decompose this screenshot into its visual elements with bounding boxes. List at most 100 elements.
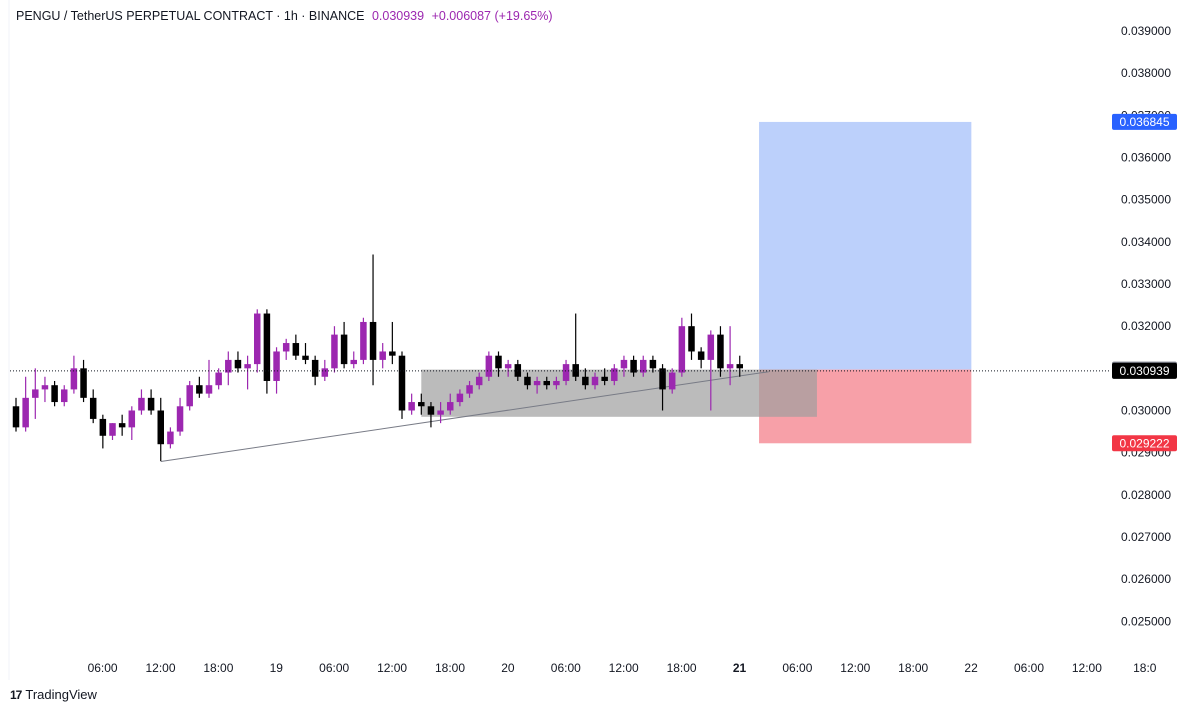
y-tick-label: 0.034000 <box>1121 235 1171 249</box>
x-tick-label: 18:00 <box>203 661 233 675</box>
x-tick-label: 06:00 <box>782 661 812 675</box>
candle-body <box>360 321 367 360</box>
target-zone <box>759 121 972 370</box>
trendline <box>160 371 769 462</box>
candle-body <box>475 376 483 386</box>
candle-body <box>678 326 686 373</box>
candle-body <box>591 376 599 386</box>
candle-body <box>273 351 280 381</box>
candle-body <box>350 359 357 365</box>
price-tag-stop <box>1112 435 1177 452</box>
consolidation-box <box>421 369 817 417</box>
x-tick-label: 06:00 <box>319 661 349 675</box>
candle-body <box>176 406 184 432</box>
candle-body <box>601 376 608 381</box>
x-tick-label: 12:00 <box>377 661 407 675</box>
tradingview-branding[interactable]: 17 TradingView <box>10 687 97 702</box>
candle-body <box>263 313 271 381</box>
candle-body <box>427 406 435 415</box>
candle-body <box>109 423 116 436</box>
y-tick-label: 0.032000 <box>1121 319 1171 333</box>
candle-body <box>167 431 174 445</box>
x-tick-label: 18:00 <box>667 661 697 675</box>
candle-body <box>543 380 550 386</box>
candle-body <box>736 364 743 369</box>
candle-body <box>205 385 213 394</box>
candle-body <box>553 380 560 386</box>
y-tick-label: 0.025000 <box>1121 614 1171 628</box>
x-tick-label: 06:00 <box>88 661 118 675</box>
candle-body <box>485 355 493 377</box>
candle-body <box>340 334 348 365</box>
candle-body <box>147 397 155 411</box>
symbol-title: PENGU / TetherUS PERPETUAL CONTRACT · 1h… <box>16 9 365 23</box>
y-tick-label: 0.036000 <box>1121 151 1171 165</box>
candle-body <box>717 334 724 369</box>
candle-body <box>640 359 647 373</box>
tradingview-logo-icon: 17 <box>10 687 22 702</box>
candle-body <box>668 372 676 390</box>
candle-body <box>697 351 705 360</box>
candle-body <box>389 351 396 356</box>
x-tick-label: 18:0 <box>1133 661 1157 675</box>
price-tag-label: 0.029222 <box>1119 436 1169 450</box>
y-tick-label: 0.026000 <box>1121 572 1171 586</box>
candle-body <box>659 368 666 390</box>
y-tick-label: 0.030000 <box>1121 403 1171 417</box>
x-tick-label: 22 <box>964 661 978 675</box>
candle-body <box>61 389 68 403</box>
candle-body <box>244 364 251 369</box>
last-price: 0.030939 <box>371 9 425 23</box>
candle-body <box>369 321 377 360</box>
candle-body <box>138 397 145 411</box>
y-tick-label: 0.028000 <box>1121 488 1171 502</box>
candle-body <box>282 343 290 352</box>
y-tick-label: 0.035000 <box>1121 193 1171 207</box>
chart-header: PENGU / TetherUS PERPETUAL CONTRACT · 1h… <box>16 9 553 23</box>
candle-body <box>302 355 309 360</box>
x-tick-label: 20 <box>501 661 515 675</box>
x-tick-label: 12:00 <box>1072 661 1102 675</box>
x-tick-label: 18:00 <box>435 661 465 675</box>
candle-body <box>408 402 415 411</box>
x-tick-label: 06:00 <box>551 661 581 675</box>
y-tick-label: 0.038000 <box>1121 66 1171 80</box>
x-tick-label: 18:00 <box>898 661 928 675</box>
x-tick-label: 12:00 <box>840 661 870 675</box>
candle-body <box>12 406 20 428</box>
candle-body <box>504 364 512 369</box>
candle-body <box>726 364 734 369</box>
candle-body <box>51 385 58 403</box>
candle-body <box>582 376 589 386</box>
candle-body <box>688 326 695 352</box>
y-tick-label: 0.039000 <box>1121 24 1171 38</box>
candle-body <box>649 359 657 369</box>
candle-body <box>398 355 406 411</box>
price-tag-label: 0.030939 <box>1119 364 1169 378</box>
candle-body <box>32 389 39 398</box>
candle-body <box>22 397 29 428</box>
price-tag-last <box>1112 362 1177 379</box>
candle-body <box>572 364 579 377</box>
candle-body <box>466 385 473 394</box>
candle-body <box>311 359 319 377</box>
price-tag-target <box>1112 113 1177 130</box>
candle-body <box>118 423 126 428</box>
candle-body <box>379 351 386 360</box>
candle-body <box>321 368 329 377</box>
candle-body <box>495 355 502 369</box>
candle-body <box>128 410 136 428</box>
candle-body <box>418 402 425 407</box>
candle-body <box>196 385 203 394</box>
candle-body <box>234 359 242 369</box>
candle-body <box>437 410 444 415</box>
tradingview-name: TradingView <box>25 687 97 702</box>
candle-body <box>524 376 531 386</box>
candle-body <box>186 385 193 407</box>
candle-body <box>331 334 338 369</box>
price-tag-label: 0.036845 <box>1119 115 1169 129</box>
y-tick-label: 0.033000 <box>1121 277 1171 291</box>
x-tick-label: 12:00 <box>609 661 639 675</box>
candle-body <box>533 380 541 386</box>
